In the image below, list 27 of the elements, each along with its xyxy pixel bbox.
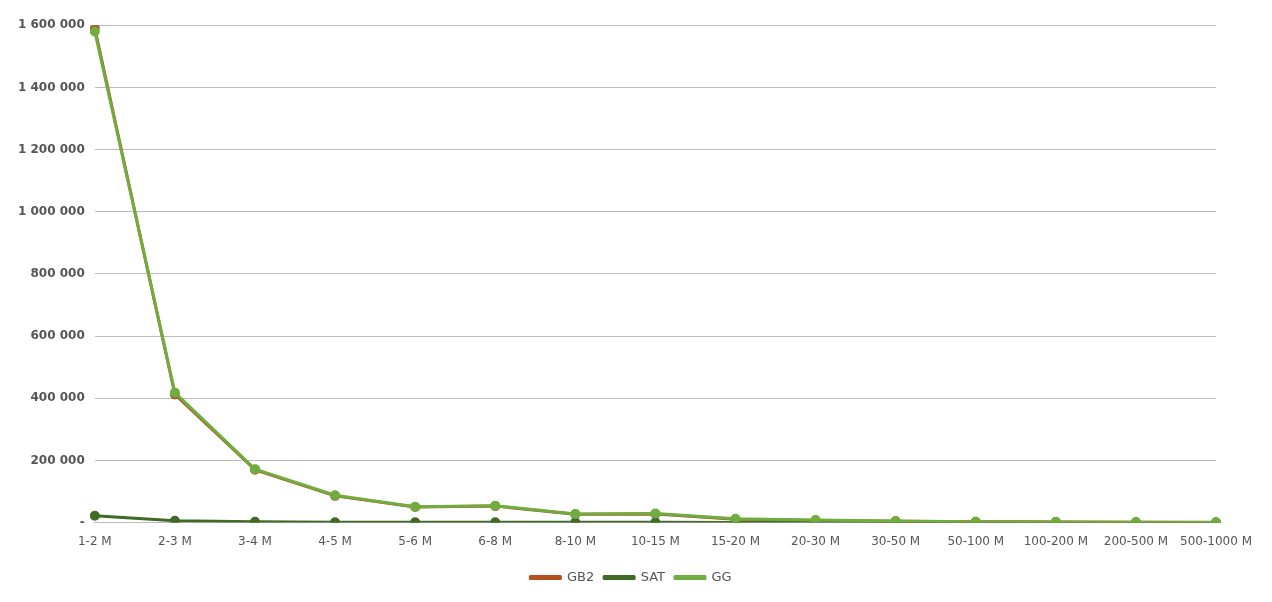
- y-tick-label: 200 000: [30, 452, 85, 467]
- x-tick-label: 5-6 M: [398, 533, 433, 548]
- legend-label: GG: [711, 568, 732, 584]
- x-tick-label: 30-50 M: [871, 533, 921, 548]
- x-tick-label: 500-1000 M: [1180, 533, 1253, 548]
- legend-label: GB2: [566, 568, 595, 584]
- y-tick-label: 1 400 000: [17, 79, 85, 94]
- y-tick-label: -: [79, 514, 85, 529]
- y-tick-label: 400 000: [30, 390, 85, 405]
- x-tick-label: 200-500 M: [1103, 533, 1169, 548]
- x-tick-label: 100-200 M: [1023, 533, 1089, 548]
- x-tick-label: 6-8 M: [478, 533, 513, 548]
- legend-label: SAT: [640, 568, 666, 584]
- x-tick-label: 10-15 M: [630, 533, 680, 548]
- y-tick-label: 1 000 000: [17, 203, 85, 218]
- y-tick-label: 1 600 000: [17, 17, 85, 32]
- x-tick-label: 50-100 M: [947, 533, 1005, 548]
- x-tick-label: 4-5 M: [318, 533, 352, 548]
- x-tick-label: 1-2 M: [77, 533, 112, 548]
- x-tick-label: 2-3 M: [158, 533, 192, 548]
- x-tick-label: 8-10 M: [554, 533, 597, 548]
- x-tick-label: 15-20 M: [710, 533, 761, 548]
- y-tick-label: 600 000: [30, 328, 85, 343]
- x-tick-label: 3-4 M: [238, 533, 272, 548]
- x-tick-label: 20-30 M: [791, 533, 841, 548]
- y-tick-label: 800 000: [30, 266, 85, 281]
- y-tick-label: 1 200 000: [17, 141, 85, 156]
